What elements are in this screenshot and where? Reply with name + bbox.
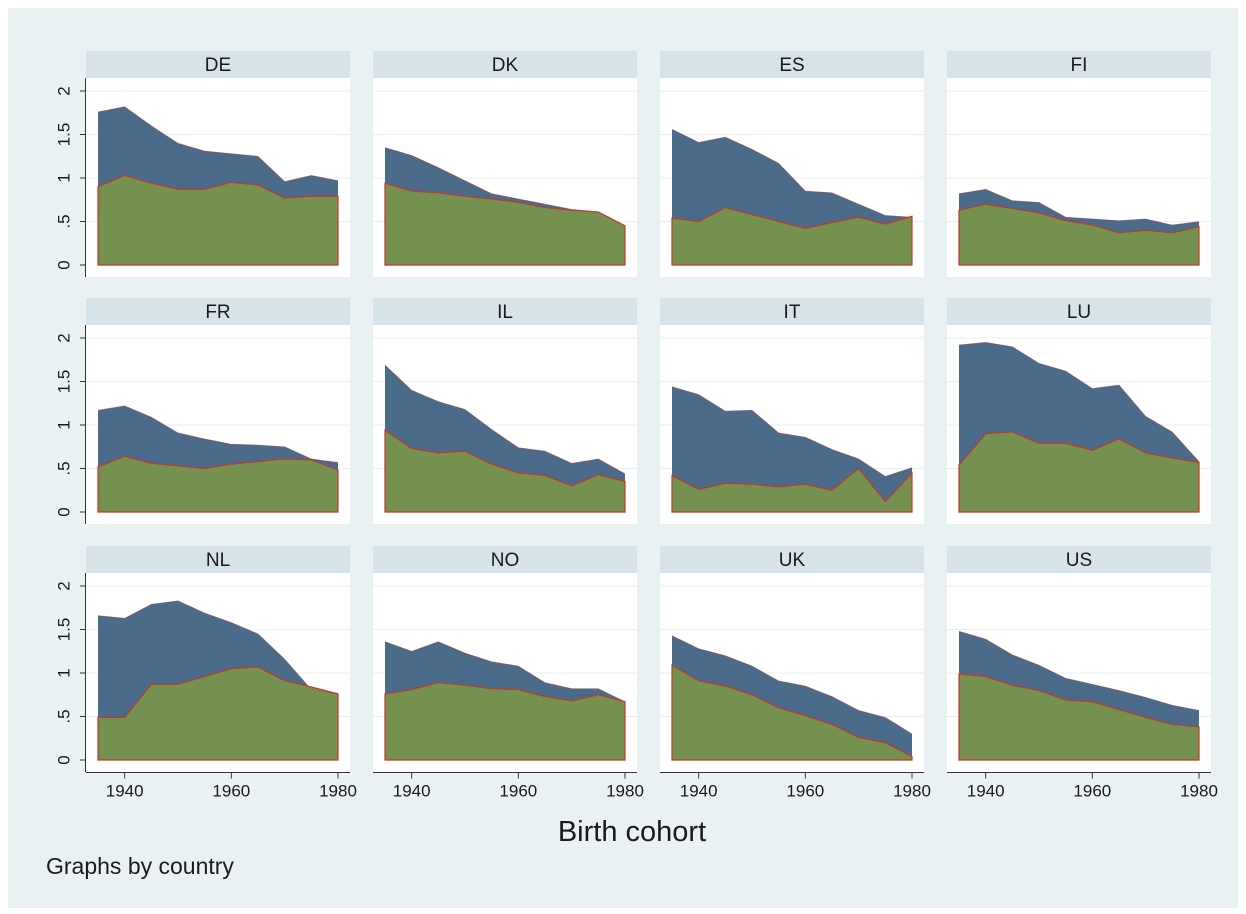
x-tick-label: 1960	[1073, 782, 1111, 801]
panel-title: LU	[1067, 302, 1091, 323]
area-upper-edge	[97, 405, 339, 463]
area-upper-edge	[958, 630, 1200, 711]
panel-title: US	[1066, 550, 1092, 571]
y-tick-label: 1.5	[54, 618, 73, 642]
panel-strip	[86, 51, 350, 78]
area-lower-series	[958, 431, 1200, 513]
panel-de: DE 0 .5 1 1.5 2	[54, 51, 350, 277]
x-tick-label: 1960	[499, 782, 537, 801]
panel-uk: UK 1940 1960 1980	[660, 546, 931, 801]
y-tick-label: 1.5	[54, 370, 73, 394]
area-lower-series	[958, 673, 1200, 761]
area-upper-edge	[958, 188, 1200, 226]
area-lower-series	[384, 429, 626, 513]
panel-title: FR	[205, 302, 230, 323]
panel-strip	[86, 546, 350, 573]
y-tick-label: 2	[54, 333, 73, 342]
y-tick-label: .5	[54, 214, 73, 228]
area-upper-edge	[958, 342, 1200, 462]
graph-note: Graphs by country	[46, 853, 234, 879]
area-upper-edge	[384, 364, 626, 474]
y-tick-label: 1	[54, 173, 73, 182]
panel-strip	[373, 51, 637, 78]
x-axis-title: Birth cohort	[558, 816, 706, 848]
x-tick-label: 1980	[319, 782, 357, 801]
area-upper-edge	[97, 600, 339, 695]
y-tick-label: 0	[54, 755, 73, 764]
area-lower-series	[671, 206, 913, 266]
x-tick-label: 1940	[680, 782, 718, 801]
x-tick-label: 1960	[212, 782, 250, 801]
x-tick-label: 1940	[967, 782, 1005, 801]
area-lower-series	[671, 467, 913, 513]
x-tick-label: 1980	[1180, 782, 1218, 801]
panel-title: FI	[1071, 55, 1088, 76]
area-upper-edge	[384, 641, 626, 702]
x-tick-label: 1980	[606, 782, 644, 801]
y-tick-label: 0	[54, 507, 73, 516]
panel-strip	[373, 546, 637, 573]
panels-group: DE 0 .5 1 1.5 2 DK ES FI FR 0 .5 1 1.5 2 IL IT LU NL 0 .5 1 1.…	[54, 51, 1218, 801]
panel-nl: NL 0 .5 1 1.5 2 1940 1960 1980	[54, 546, 357, 801]
panel-strip	[373, 298, 637, 325]
y-tick-label: .5	[54, 709, 73, 723]
area-upper-edge	[671, 635, 913, 735]
area-upper-edge	[671, 129, 913, 218]
panel-fi: FI	[947, 51, 1211, 277]
area-upper-edge	[384, 147, 626, 227]
area-lower-series	[958, 203, 1200, 266]
panel-strip	[660, 298, 924, 325]
x-tick-label: 1940	[393, 782, 431, 801]
x-tick-label: 1960	[786, 782, 824, 801]
panel-no: NO 1940 1960 1980	[373, 546, 644, 801]
panel-title: NO	[491, 550, 520, 571]
y-tick-label: 1	[54, 668, 73, 677]
panel-title: IL	[497, 302, 513, 323]
area-upper-edge	[671, 386, 913, 477]
panel-it: IT	[660, 298, 924, 524]
panel-us: US 1940 1960 1980	[947, 546, 1218, 801]
panel-title: NL	[206, 550, 230, 571]
y-tick-label: 2	[54, 581, 73, 590]
panel-strip	[947, 51, 1211, 78]
x-tick-label: 1940	[106, 782, 144, 801]
y-tick-label: 1.5	[54, 123, 73, 147]
panel-strip	[660, 546, 924, 573]
area-lower-series	[97, 174, 339, 266]
panel-strip	[660, 51, 924, 78]
panel-es: ES	[660, 51, 924, 277]
panel-lu: LU	[947, 298, 1211, 524]
y-tick-label: .5	[54, 461, 73, 475]
panel-dk: DK	[373, 51, 637, 277]
panel-strip	[86, 298, 350, 325]
panel-strip	[947, 298, 1211, 325]
area-lower-series	[671, 664, 913, 761]
y-tick-label: 2	[54, 86, 73, 95]
area-lower-series	[97, 455, 339, 513]
y-tick-label: 1	[54, 420, 73, 429]
panel-fr: FR 0 .5 1 1.5 2	[54, 298, 350, 524]
panel-strip	[947, 546, 1211, 573]
panel-title: DE	[205, 55, 231, 76]
panel-title: ES	[779, 55, 804, 76]
panel-title: UK	[779, 550, 806, 571]
panel-title: IT	[784, 302, 801, 323]
y-tick-label: 0	[54, 260, 73, 269]
x-tick-label: 1980	[893, 782, 931, 801]
panel-title: DK	[492, 55, 519, 76]
area-upper-edge	[97, 106, 339, 182]
panel-il: IL	[373, 298, 637, 524]
